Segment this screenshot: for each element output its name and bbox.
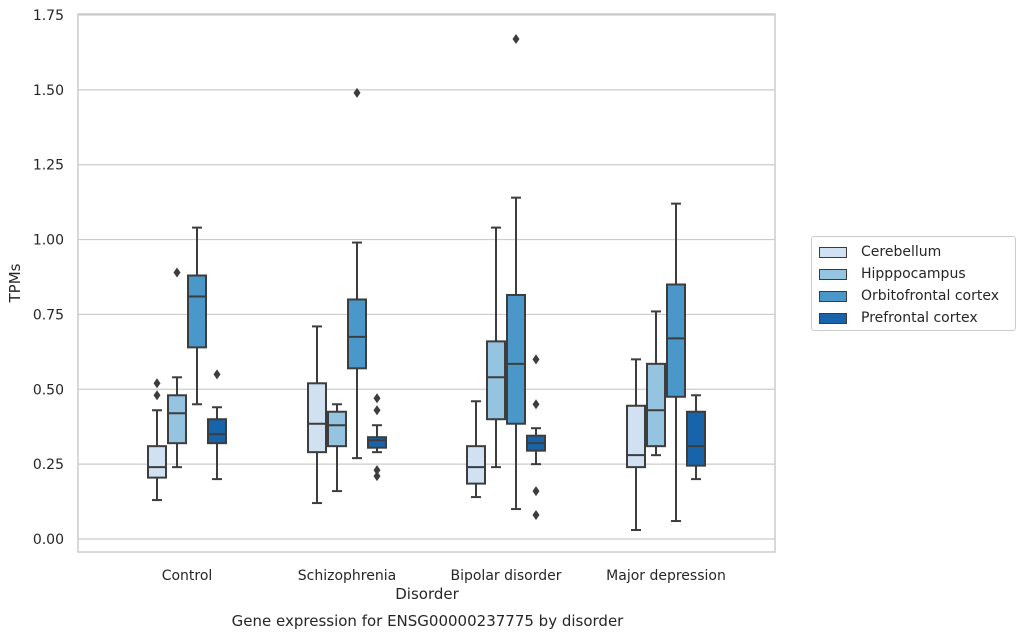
x-tick-label: Schizophrenia <box>298 568 396 584</box>
outlier-marker <box>373 393 381 404</box>
box-hipppocampus <box>327 403 347 493</box>
box-hipppocampus <box>646 310 666 457</box>
x-tick-label: Bipolar disorder <box>450 568 561 584</box>
iqr-box <box>686 410 706 467</box>
outlier-marker <box>173 267 181 278</box>
iqr-box <box>347 298 367 370</box>
tick-labels: 0.00 0.25 0.50 0.75 1.00 1.25 1.50 1.75 Control S… <box>33 8 726 584</box>
outlier-marker <box>532 510 540 521</box>
iqr-box <box>327 410 347 448</box>
box-hipppocampus <box>486 226 506 469</box>
legend-swatch <box>819 290 847 302</box>
legend-item: Orbitofrontal cortex <box>818 285 1009 307</box>
outlier-marker <box>373 465 381 476</box>
legend-label: Cerebellum <box>861 244 942 260</box>
outlier-marker <box>512 33 520 44</box>
y-tick-label: 1.75 <box>33 8 64 24</box>
legend: Cerebellum Hipppocampus Orbitofrontal cort… <box>811 236 1016 331</box>
iqr-box <box>167 394 187 445</box>
iqr-box <box>626 404 646 469</box>
y-tick-label: 1.25 <box>33 158 64 174</box>
legend-item: Hipppocampus <box>818 263 1009 285</box>
legend-label: Orbitofrontal cortex <box>861 288 999 304</box>
outlier-marker <box>213 369 221 380</box>
iqr-box <box>187 274 207 349</box>
y-tick-label: 1.00 <box>33 233 64 249</box>
box-cerebellum <box>307 325 327 505</box>
outlier-marker <box>373 405 381 416</box>
box-cerebellum <box>147 378 167 502</box>
legend-swatch <box>819 268 847 280</box>
box-cerebellum <box>626 358 646 532</box>
outlier-marker <box>153 378 161 389</box>
outlier-marker <box>153 390 161 401</box>
legend-swatch <box>819 246 847 258</box>
outlier-marker <box>532 486 540 497</box>
y-tick-label: 0.25 <box>33 457 64 473</box>
iqr-box <box>207 418 227 445</box>
iqr-box <box>506 293 526 425</box>
iqr-box <box>367 436 387 449</box>
y-axis-label: TPMs <box>6 263 24 303</box>
x-tick-label: Major depression <box>606 568 726 584</box>
plot-area-frame <box>77 13 776 553</box>
legend-swatch <box>819 312 847 324</box>
legend-item: Cerebellum <box>818 241 1009 263</box>
x-axis-label: Disorder <box>395 585 459 603</box>
legend-item: Prefrontal cortex <box>818 307 1009 329</box>
gridlines <box>78 14 775 540</box>
box-orbitofrontal-cortex <box>666 202 686 523</box>
box-hipppocampus <box>167 267 187 469</box>
box-orbitofrontal-cortex <box>506 33 526 511</box>
legend-label: Prefrontal cortex <box>861 310 978 326</box>
iqr-box <box>466 445 486 485</box>
boxes <box>147 33 706 532</box>
box-prefrontal-cortex <box>526 354 546 521</box>
box-orbitofrontal-cortex <box>347 87 367 460</box>
iqr-box <box>666 283 686 398</box>
box-cerebellum <box>466 400 486 499</box>
outlier-marker <box>532 399 540 410</box>
iqr-box <box>486 340 506 421</box>
iqr-box <box>307 382 327 454</box>
y-tick-label: 0.50 <box>33 382 64 398</box>
legend-label: Hipppocampus <box>861 266 966 282</box>
outlier-marker <box>353 87 361 98</box>
box-prefrontal-cortex <box>207 369 227 481</box>
outlier-marker <box>373 471 381 482</box>
y-tick-label: 0.75 <box>33 307 64 323</box>
box-orbitofrontal-cortex <box>187 226 207 406</box>
y-tick-label: 0.00 <box>33 532 64 548</box>
iqr-box <box>147 445 167 479</box>
box-prefrontal-cortex <box>686 394 706 481</box>
box-prefrontal-cortex <box>367 393 387 482</box>
iqr-box <box>646 362 666 448</box>
y-tick-label: 1.50 <box>33 83 64 99</box>
x-tick-label: Control <box>162 568 213 584</box>
outlier-marker <box>532 354 540 365</box>
chart-caption: Gene expression for ENSG00000237775 by d… <box>231 612 624 630</box>
